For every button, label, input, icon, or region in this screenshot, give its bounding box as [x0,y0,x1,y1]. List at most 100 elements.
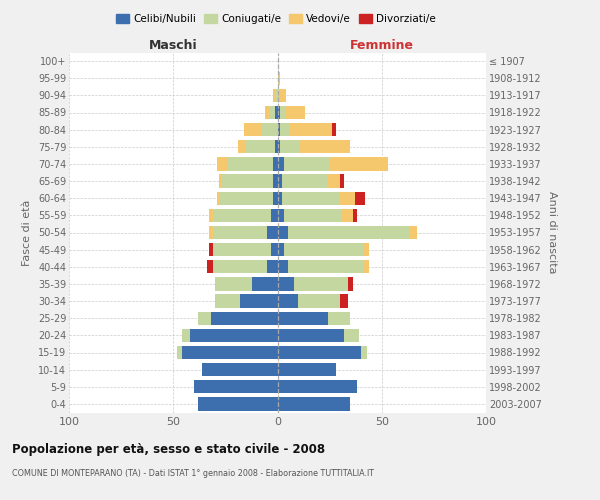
Bar [363,260,369,274]
Bar [271,208,277,222]
Bar [246,140,275,153]
Bar [340,294,349,308]
Bar [277,208,284,222]
Bar [194,380,277,394]
Bar [284,208,342,222]
Bar [217,157,227,170]
Bar [301,140,350,153]
Bar [215,277,253,290]
Bar [213,243,271,256]
Bar [217,192,219,205]
Bar [277,192,281,205]
Bar [274,174,277,188]
Bar [277,277,294,290]
Bar [227,157,274,170]
Bar [328,174,340,188]
Bar [213,260,267,274]
Bar [198,312,211,325]
Bar [267,260,277,274]
Bar [238,140,246,153]
Bar [288,260,363,274]
Bar [409,226,417,239]
Bar [221,174,274,188]
Bar [277,106,280,119]
Bar [281,192,340,205]
Bar [349,277,353,290]
Text: Femmine: Femmine [350,38,414,52]
Bar [213,226,267,239]
Y-axis label: Fasce di età: Fasce di età [22,200,32,266]
Bar [281,174,328,188]
Bar [269,106,275,119]
Bar [277,72,280,85]
Bar [353,208,357,222]
Bar [340,174,344,188]
Bar [284,243,363,256]
Bar [240,294,277,308]
Bar [277,260,288,274]
Bar [219,174,221,188]
Bar [198,397,277,410]
Text: COMUNE DI MONTEPARANO (TA) - Dati ISTAT 1° gennaio 2008 - Elaborazione TUTTITALI: COMUNE DI MONTEPARANO (TA) - Dati ISTAT … [12,469,374,478]
Bar [178,346,182,359]
Y-axis label: Anni di nascita: Anni di nascita [547,191,557,274]
Legend: Celibi/Nubili, Coniugati/e, Vedovi/e, Divorziati/e: Celibi/Nubili, Coniugati/e, Vedovi/e, Di… [112,10,440,29]
Bar [280,88,286,102]
Text: Popolazione per età, sesso e stato civile - 2008: Popolazione per età, sesso e stato civil… [12,442,325,456]
Bar [277,397,350,410]
Bar [206,260,213,274]
Bar [277,123,280,136]
Bar [277,174,281,188]
Bar [277,312,328,325]
Bar [288,226,409,239]
Bar [344,328,359,342]
Bar [277,226,288,239]
Bar [209,226,213,239]
Text: Maschi: Maschi [149,38,197,52]
Bar [277,140,280,153]
Bar [274,192,277,205]
Bar [244,123,261,136]
Bar [294,277,349,290]
Bar [277,363,336,376]
Bar [328,312,350,325]
Bar [284,157,329,170]
Bar [209,208,213,222]
Bar [363,243,369,256]
Bar [213,208,271,222]
Bar [253,277,277,290]
Bar [277,294,298,308]
Bar [361,346,367,359]
Bar [277,88,280,102]
Bar [277,380,357,394]
Bar [332,123,336,136]
Bar [290,123,332,136]
Bar [277,243,284,256]
Bar [215,294,240,308]
Bar [275,88,277,102]
Bar [267,226,277,239]
Bar [190,328,277,342]
Bar [275,106,277,119]
Bar [274,88,275,102]
Bar [277,157,284,170]
Bar [209,243,213,256]
Bar [355,192,365,205]
Bar [277,346,361,359]
Bar [340,192,355,205]
Bar [265,106,269,119]
Bar [202,363,277,376]
Bar [271,243,277,256]
Bar [219,192,274,205]
Bar [280,140,301,153]
Bar [329,157,388,170]
Bar [280,123,290,136]
Bar [182,328,190,342]
Bar [298,294,340,308]
Bar [261,123,277,136]
Bar [182,346,277,359]
Bar [211,312,277,325]
Bar [280,106,286,119]
Bar [275,140,277,153]
Bar [274,157,277,170]
